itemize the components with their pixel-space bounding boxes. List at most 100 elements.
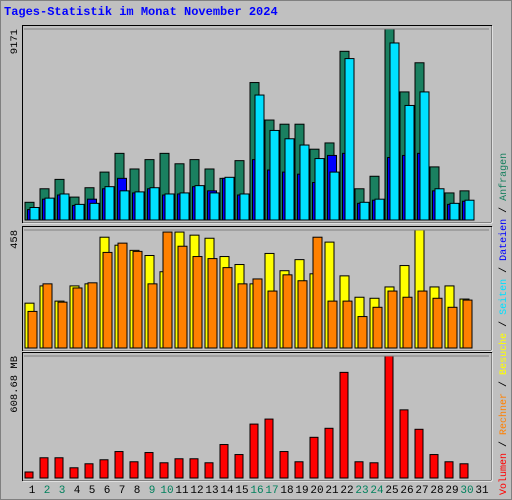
bar: [177, 245, 188, 349]
bar: [207, 258, 218, 349]
x-tick-label: 5: [89, 485, 96, 497]
bar: [372, 306, 383, 349]
bar: [252, 278, 263, 349]
bar: [269, 129, 280, 221]
bar: [239, 193, 250, 221]
bar: [209, 192, 220, 221]
bar: [299, 144, 310, 221]
x-tick-label: 21: [325, 485, 339, 497]
x-tick-label: 24: [370, 485, 384, 497]
bar: [359, 201, 370, 221]
legend-separator: /: [498, 435, 510, 453]
bar: [462, 299, 473, 349]
x-tick-label: 15: [235, 485, 248, 497]
x-tick-label: 8: [134, 485, 141, 497]
x-tick-label: 20: [310, 485, 323, 497]
x-tick-label: 18: [280, 485, 293, 497]
legend-separator: /: [498, 201, 510, 219]
bar: [129, 461, 139, 479]
y-tick-label: 9171: [9, 29, 21, 54]
bar: [314, 158, 325, 221]
bar: [69, 467, 79, 479]
bar: [444, 461, 454, 479]
x-tick-label: 9: [149, 485, 156, 497]
bar: [342, 300, 353, 349]
x-tick-label: 28: [430, 485, 443, 497]
y-tick-label: 458: [9, 230, 21, 249]
bar: [74, 203, 85, 221]
bar: [104, 186, 115, 221]
bar: [344, 58, 355, 221]
bar: [354, 461, 364, 479]
bar: [164, 193, 175, 221]
bar: [117, 242, 128, 349]
x-tick-label: 2: [44, 485, 51, 497]
x-tick-label: 1: [29, 485, 36, 497]
bar: [54, 457, 64, 479]
bar: [114, 451, 124, 479]
bar: [89, 202, 100, 221]
bar: [222, 267, 233, 349]
bar: [72, 287, 83, 349]
bar: [84, 463, 94, 479]
x-tick-label: 7: [119, 485, 126, 497]
x-tick-label: 13: [205, 485, 218, 497]
bar: [464, 199, 475, 221]
legend-entry: Besuche: [498, 333, 510, 375]
x-tick-label: 23: [355, 485, 368, 497]
bar: [327, 300, 338, 349]
x-tick-label: 25: [385, 485, 398, 497]
x-tick-label: 12: [190, 485, 203, 497]
legend-separator: /: [498, 315, 510, 333]
x-tick-label: 19: [295, 485, 308, 497]
bar: [309, 436, 319, 479]
bar: [237, 283, 248, 349]
x-tick-label: 11: [175, 485, 189, 497]
bar: [44, 197, 55, 221]
bar: [399, 409, 409, 479]
bar: [254, 94, 265, 221]
bar: [219, 444, 229, 479]
bar: [339, 371, 349, 479]
bar: [87, 282, 98, 349]
bar: [419, 91, 430, 221]
bar: [134, 191, 145, 221]
x-tick-label: 29: [445, 485, 458, 497]
bar: [417, 290, 428, 349]
bar: [312, 236, 323, 349]
bar: [27, 310, 38, 349]
bar: [144, 452, 154, 479]
chart-title: Tages-Statistik im Monat November 2024: [4, 5, 278, 19]
bar: [449, 202, 460, 221]
legend-separator: /: [498, 261, 510, 279]
bar: [174, 458, 184, 479]
bar: [429, 454, 439, 479]
bar: [384, 355, 394, 479]
bar: [159, 462, 169, 479]
x-tick-label: 22: [340, 485, 353, 497]
legend-entry: Seiten: [498, 279, 510, 315]
bar: [324, 427, 334, 479]
bar: [387, 290, 398, 349]
x-tick-label: 14: [220, 485, 234, 497]
bar: [414, 428, 424, 479]
bar: [249, 423, 259, 479]
legend-separator: /: [498, 375, 510, 393]
bar: [132, 250, 143, 349]
bar: [294, 461, 304, 479]
bar: [189, 458, 199, 479]
x-tick-label: 4: [74, 485, 81, 497]
x-tick-label: 16: [250, 485, 263, 497]
bar: [264, 418, 274, 479]
x-tick-label: 10: [160, 485, 173, 497]
bar: [179, 192, 190, 221]
bar: [59, 193, 70, 221]
x-tick-label: 27: [415, 485, 428, 497]
x-tick-label: 3: [59, 485, 66, 497]
bar: [459, 463, 469, 479]
bar: [404, 104, 415, 221]
bar: [284, 138, 295, 221]
bar: [102, 251, 113, 349]
legend-entry: Anfragen: [498, 153, 510, 201]
x-tick-label: 30: [460, 485, 473, 497]
